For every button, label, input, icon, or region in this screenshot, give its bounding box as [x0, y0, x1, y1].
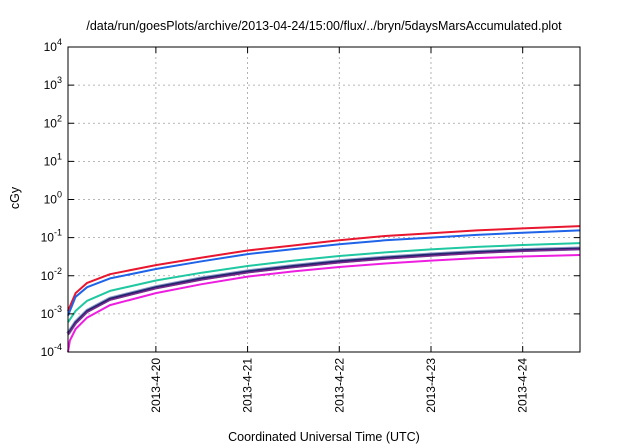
grid	[68, 47, 580, 352]
y-tick-label: 100	[44, 190, 62, 207]
series-line-3	[67, 242, 581, 323]
axis-ticks	[68, 46, 580, 353]
y-tick-label-base: 10	[41, 231, 55, 245]
x-tick-label: 2013-4-22	[332, 358, 346, 413]
y-tick-label-exponent: 1	[57, 151, 62, 161]
y-tick-label: 101	[44, 151, 62, 168]
y-tick-label: 104	[44, 37, 62, 54]
series-line-1	[67, 225, 581, 312]
y-tick-label-exponent: -3	[54, 304, 62, 314]
x-axis-label: Coordinated Universal Time (UTC)	[228, 430, 420, 444]
x-tick-label: 2013-4-21	[241, 358, 255, 413]
x-tick-label: 2013-4-24	[516, 358, 530, 413]
series-line-7	[67, 254, 581, 353]
series-line-2	[67, 229, 581, 316]
y-tick-label: 102	[44, 113, 62, 130]
y-tick-label-base: 10	[44, 78, 58, 92]
chart-title: /data/run/goesPlots/archive/2013-04-24/1…	[86, 19, 562, 33]
y-tick-label-exponent: 0	[57, 190, 62, 200]
y-axis-label: cGy	[8, 186, 22, 209]
data-series	[66, 225, 581, 353]
y-tick-label-exponent: -1	[54, 228, 62, 238]
y-tick-label-base: 10	[41, 307, 55, 321]
y-tick-label-base: 10	[44, 193, 58, 207]
y-tick-label-exponent: -4	[54, 342, 62, 352]
y-tick-label: 103	[44, 75, 62, 92]
y-tick-label: 10-3	[41, 304, 62, 321]
x-tick-label: 2013-4-23	[424, 358, 438, 413]
y-tick-label-exponent: 4	[57, 37, 62, 47]
y-tick-label-exponent: 3	[57, 75, 62, 85]
x-axis-tick-labels: 2013-4-20 2013-4-21 2013-4-22 2013-4-23 2013…	[149, 358, 530, 413]
series-line-6	[67, 248, 581, 336]
y-tick-label-base: 10	[44, 154, 58, 168]
y-tick-label: 10-1	[41, 228, 62, 245]
y-tick-label-exponent: 2	[57, 113, 62, 123]
x-tick-label: 2013-4-20	[149, 358, 163, 413]
y-tick-label-exponent: -2	[54, 266, 62, 276]
y-tick-label-base: 10	[41, 269, 55, 283]
y-tick-label: 10-2	[41, 266, 62, 283]
y-tick-label-base: 10	[44, 116, 58, 130]
series-line-5	[67, 247, 581, 335]
y-tick-label: 10-4	[41, 342, 62, 359]
y-tick-label-base: 10	[44, 40, 58, 54]
y-tick-label-base: 10	[41, 345, 55, 359]
